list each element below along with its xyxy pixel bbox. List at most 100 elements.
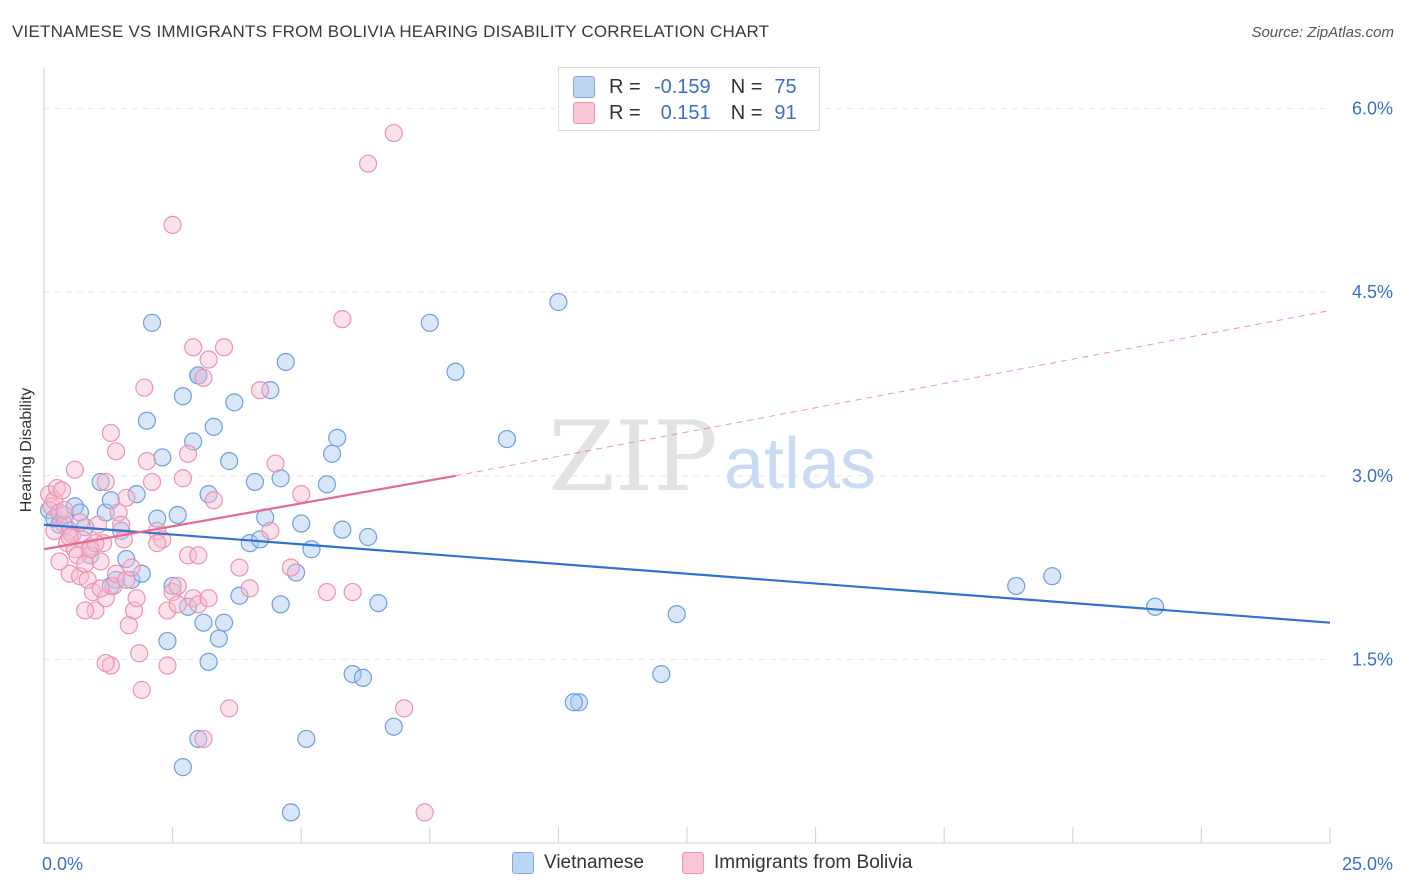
data-point — [286, 563, 306, 582]
data-point — [569, 693, 589, 712]
series-vietnamese — [40, 292, 1165, 822]
tick-labels: 1.5% 3.0% 4.5% 6.0% 0.0% 25.0% — [42, 99, 1393, 874]
data-point — [173, 758, 192, 777]
bottom-legend-bolivia: Immigrants from Bolivia — [682, 852, 913, 874]
y-tick-label: 1.5% — [1352, 649, 1393, 669]
data-point — [384, 123, 403, 143]
data-point — [204, 417, 223, 436]
data-point — [137, 452, 156, 471]
data-point — [199, 652, 218, 671]
data-point — [86, 534, 105, 553]
series-immigrants-from-bolivia — [40, 123, 434, 822]
legend: R = -0.159 N = 75 R = 0.151 N = 91 — [558, 67, 820, 131]
data-point — [52, 481, 72, 500]
data-point — [112, 515, 131, 534]
data-point — [369, 593, 388, 613]
data-point — [214, 338, 234, 357]
legend-n-value: 91 — [774, 101, 797, 124]
data-point — [261, 521, 280, 540]
data-point — [281, 558, 301, 577]
trend-line — [455, 310, 1331, 477]
legend-r-label: R = — [609, 101, 641, 124]
data-point — [91, 472, 110, 492]
data-point — [106, 564, 126, 583]
data-point — [96, 472, 115, 492]
data-point — [358, 154, 378, 173]
data-point — [220, 699, 239, 718]
data-point — [230, 586, 249, 605]
data-point — [142, 472, 162, 492]
data-point — [276, 352, 295, 372]
legend-n-label: N = — [730, 101, 763, 124]
data-point — [130, 644, 149, 663]
data-point — [91, 552, 110, 571]
data-point — [153, 448, 172, 467]
watermark-zip: ZIP — [548, 401, 717, 513]
data-point — [1043, 567, 1062, 586]
data-point — [415, 803, 434, 822]
data-point — [158, 631, 177, 651]
bottom-legend-vietnamese: Vietnamese — [512, 852, 644, 874]
data-point — [178, 546, 198, 565]
data-point — [50, 552, 69, 571]
axes — [43, 68, 1331, 844]
data-point — [420, 313, 439, 332]
data-point — [132, 680, 151, 700]
data-point — [148, 534, 167, 553]
legend-r-value: -0.159 — [653, 75, 711, 98]
legend-swatch-blue — [573, 76, 595, 98]
legend-swatch-pink — [573, 102, 595, 124]
legend-row-vietnamese: R = -0.159 N = 75 — [573, 74, 797, 100]
data-point — [168, 576, 187, 596]
data-point — [184, 338, 203, 357]
data-point — [292, 514, 311, 533]
data-point — [158, 601, 177, 620]
data-point — [91, 579, 110, 598]
data-point — [384, 717, 403, 736]
x-tick-label: 25.0% — [1342, 854, 1393, 874]
data-point — [76, 601, 95, 620]
data-point — [240, 579, 259, 598]
data-point — [1007, 576, 1026, 596]
data-point — [173, 387, 192, 406]
watermark-atlas: atlas — [724, 424, 876, 504]
y-axis-label: Hearing Disability — [18, 387, 35, 513]
legend-row-bolivia: R = 0.151 N = 91 — [573, 100, 797, 126]
bottom-legend-label: Vietnamese — [544, 852, 644, 873]
watermark: ZIP atlas — [548, 401, 876, 513]
data-point — [127, 589, 146, 608]
trend-line — [43, 474, 456, 551]
data-point — [297, 729, 316, 749]
data-point — [333, 520, 352, 539]
data-point — [65, 460, 84, 479]
data-point — [189, 546, 208, 565]
data-point — [142, 313, 162, 332]
data-point — [194, 729, 213, 749]
data-point — [343, 582, 362, 602]
data-point — [137, 411, 156, 430]
data-point — [135, 378, 154, 397]
data-point — [189, 595, 208, 614]
data-point — [214, 613, 234, 632]
data-point — [209, 629, 228, 648]
data-point — [281, 803, 301, 822]
data-point — [358, 527, 378, 547]
data-point — [189, 729, 208, 749]
data-point — [261, 381, 280, 400]
data-point — [168, 595, 187, 614]
data-point — [292, 485, 311, 504]
data-point — [199, 350, 218, 369]
data-point — [549, 292, 568, 312]
data-point — [446, 362, 465, 381]
source-label: Source: ZipAtlas.com — [1251, 24, 1394, 41]
legend-n-label: N = — [730, 75, 763, 98]
legend-r-value: 0.151 — [660, 101, 711, 124]
data-point — [55, 500, 74, 520]
data-point — [178, 444, 198, 463]
x-tick-label: 0.0% — [42, 854, 83, 874]
trend-lines — [43, 310, 1331, 624]
data-point — [266, 454, 285, 473]
legend-r-label: R = — [609, 75, 641, 98]
data-point — [302, 540, 321, 559]
